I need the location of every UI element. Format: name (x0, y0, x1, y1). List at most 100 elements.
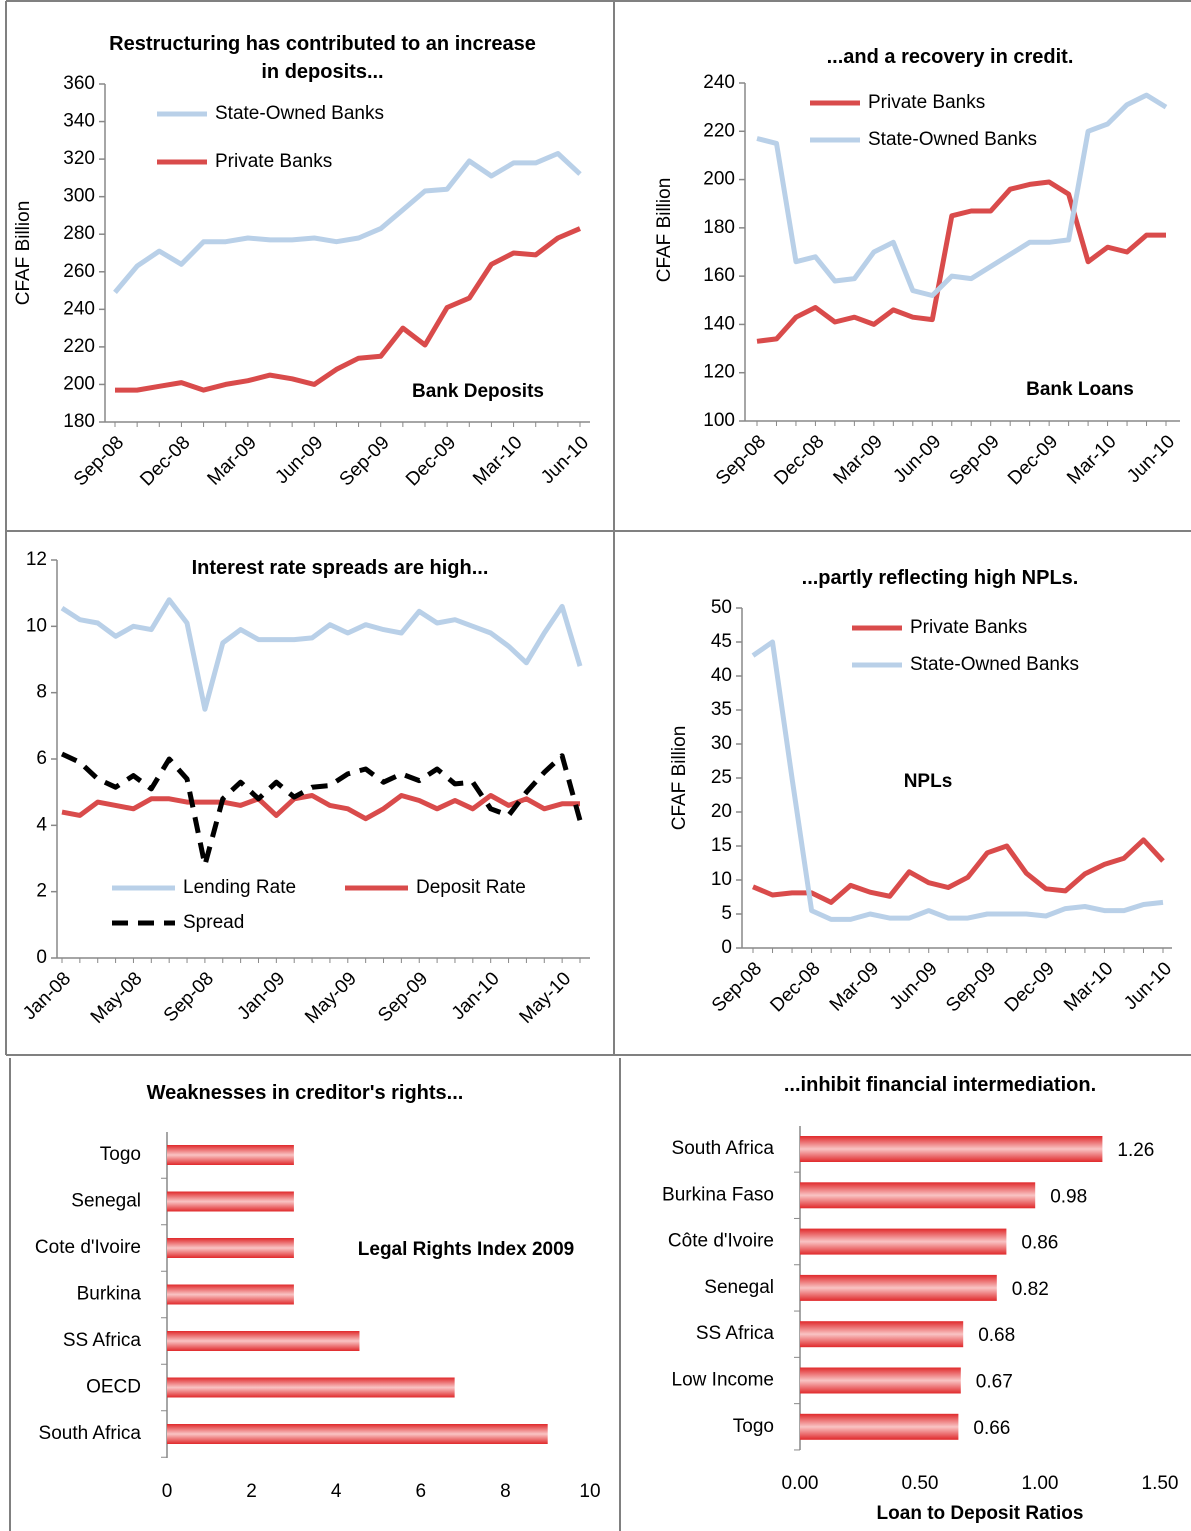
legend-label: Private Banks (910, 617, 1027, 638)
series-line (756, 179, 1166, 344)
y-tick-label: 140 (703, 313, 735, 334)
y-tick-label: 35 (711, 699, 732, 720)
y-tick-label: 15 (711, 835, 732, 856)
y-tick-label: 160 (703, 265, 735, 286)
y-axis-label: CFAF Billion (654, 178, 675, 283)
y-tick-label: Burkina Faso (662, 1184, 774, 1205)
y-tick-label: 4 (36, 814, 47, 835)
y-tick-label: South Africa (672, 1138, 775, 1159)
legend-label: Lending Rate (183, 877, 296, 898)
x-tick-label: Mar-10 (469, 432, 526, 489)
series-line (752, 837, 1165, 905)
x-tick-label: Jun-09 (886, 958, 942, 1014)
y-tick-label: Senegal (704, 1277, 774, 1298)
bar (800, 1136, 1103, 1162)
legend-label: State-Owned Banks (215, 103, 384, 124)
x-tick-label: Dec-08 (136, 432, 194, 490)
x-tick-label: May-09 (301, 968, 361, 1028)
legend-label: Private Banks (215, 151, 332, 172)
annotation: Legal Rights Index 2009 (358, 1239, 574, 1260)
bar (167, 1331, 360, 1351)
y-tick-label: 10 (26, 615, 47, 636)
x-tick-label: May-08 (87, 968, 147, 1028)
data-label: 0.82 (1012, 1279, 1049, 1300)
y-tick-label: 340 (63, 111, 95, 132)
bar (800, 1367, 961, 1394)
y-tick-label: 8 (36, 682, 47, 703)
chart-title: ...partly reflecting high NPLs. (801, 567, 1079, 589)
y-tick-label: 2 (36, 881, 47, 902)
legend-label: State-Owned Banks (868, 129, 1037, 150)
annotation: Bank Deposits (412, 381, 544, 402)
y-tick-label: 240 (703, 72, 735, 93)
y-tick-label: SS Africa (63, 1330, 142, 1351)
x-tick-label: Mar-09 (204, 432, 261, 489)
bar (167, 1377, 455, 1398)
y-tick-label: 0 (721, 937, 732, 958)
data-label: 0.67 (976, 1372, 1013, 1393)
bar (167, 1145, 294, 1165)
bar (167, 1284, 294, 1305)
y-tick-label: 50 (711, 597, 732, 618)
y-axis-label: CFAF Billion (669, 726, 690, 831)
x-tick-label: 1.50 (1142, 1473, 1179, 1494)
y-tick-label: SS Africa (696, 1323, 775, 1344)
x-tick-label: Sep-09 (374, 968, 432, 1026)
data-label: 0.98 (1050, 1186, 1087, 1207)
x-tick-label: May-10 (516, 968, 576, 1028)
series-line (60, 597, 583, 712)
data-label: 0.86 (1021, 1233, 1058, 1254)
x-tick-label: Sep-08 (70, 432, 128, 490)
x-tick-label: Jun-09 (271, 432, 327, 488)
y-tick-label: OECD (86, 1377, 141, 1398)
bar (167, 1238, 294, 1258)
y-tick-label: 220 (703, 120, 735, 141)
y-tick-label: 120 (703, 362, 735, 383)
y-tick-label: 40 (711, 665, 732, 686)
bar (800, 1182, 1036, 1209)
series-line (756, 92, 1168, 298)
x-tick-label: Jun-09 (889, 431, 945, 487)
y-tick-label: Côte d'Ivoire (668, 1231, 774, 1252)
x-tick-label: Mar-10 (1063, 431, 1120, 488)
x-tick-label: Dec-09 (1004, 431, 1062, 489)
x-tick-label: Dec-09 (402, 432, 460, 490)
bar (800, 1413, 959, 1440)
legend-label: Private Banks (868, 92, 985, 113)
x-tick-label: Jan-09 (233, 968, 289, 1024)
y-tick-label: Low Income (672, 1370, 774, 1391)
y-tick-label: 320 (63, 148, 95, 169)
y-tick-label: 200 (703, 169, 735, 190)
x-tick-label: Jan-08 (19, 968, 75, 1024)
chart-title: Weaknesses in creditor's rights... (146, 1082, 464, 1104)
y-tick-label: 240 (63, 298, 95, 319)
x-tick-label: Dec-09 (1001, 958, 1059, 1016)
y-tick-label: 280 (63, 223, 95, 244)
bar (167, 1191, 294, 1212)
x-tick-label: Mar-10 (1060, 958, 1117, 1015)
x-tick-label: 0.00 (782, 1473, 819, 1494)
y-tick-label: South Africa (39, 1423, 142, 1444)
x-tick-label: Jun-10 (1123, 431, 1179, 487)
x-tick-label: Sep-08 (712, 431, 770, 489)
series-line (61, 793, 580, 822)
y-tick-label: 180 (63, 411, 95, 432)
bar (800, 1228, 1007, 1255)
series-line (113, 151, 582, 295)
x-tick-label: Jan-10 (448, 968, 504, 1024)
x-tick-label: Mar-09 (826, 958, 883, 1015)
x-tick-label: Jun-10 (537, 432, 593, 488)
bar (800, 1321, 964, 1348)
y-tick-label: Senegal (71, 1191, 141, 1212)
x-tick-label: Sep-08 (708, 958, 766, 1016)
y-tick-label: 6 (36, 748, 47, 769)
chart-title: Interest rate spreads are high... (191, 557, 489, 579)
x-tick-label: Sep-09 (336, 432, 394, 490)
x-tick-label: 0.50 (902, 1473, 939, 1494)
legend-label: State-Owned Banks (910, 654, 1079, 675)
series-line (60, 751, 583, 868)
annotation: Bank Loans (1026, 379, 1134, 400)
y-tick-label: 5 (721, 903, 732, 924)
y-tick-label: 220 (63, 336, 95, 357)
